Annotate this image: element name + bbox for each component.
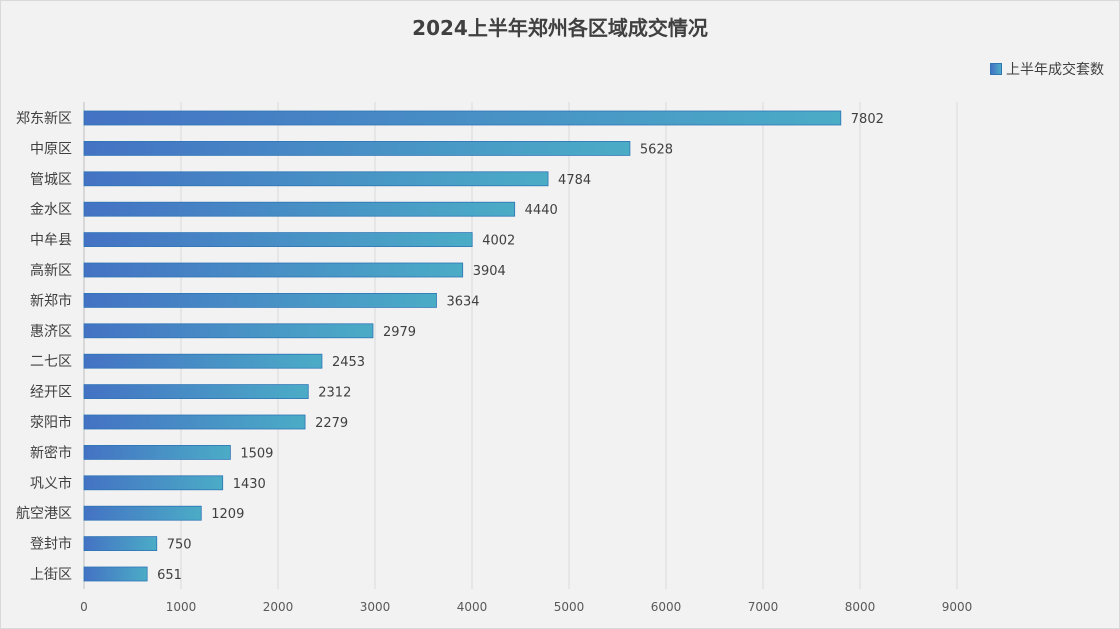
labels: 0 1000 2000 3000 4000 5000 6000 7000 8000 9000 郑东新… xyxy=(16,111,972,614)
bar xyxy=(83,201,516,217)
data-label: 750 xyxy=(167,538,192,553)
category-label: 新郑市 xyxy=(30,292,72,309)
legend-label: 上半年成交套数 xyxy=(1006,62,1104,78)
bar xyxy=(83,536,158,551)
category-label: 惠济区 xyxy=(30,324,72,340)
bar xyxy=(83,262,464,278)
bar xyxy=(83,444,231,460)
x-tick-label: 6000 xyxy=(651,600,682,614)
chart-title: 2024上半年郑州各区域成交情况 xyxy=(412,16,708,40)
data-label: 4440 xyxy=(525,203,558,218)
legend: 上半年成交套数 xyxy=(990,59,1104,79)
x-tick-label: 5000 xyxy=(554,600,585,614)
data-label: 651 xyxy=(157,568,182,583)
x-tick-label: 3000 xyxy=(360,600,391,614)
category-label: 巩义市 xyxy=(30,475,72,492)
bars xyxy=(83,110,842,582)
data-label: 1209 xyxy=(211,507,244,522)
x-tick-label: 8000 xyxy=(845,600,876,614)
bar xyxy=(83,384,309,400)
x-tick-label: 2000 xyxy=(263,600,294,614)
x-tick-label: 7000 xyxy=(748,600,779,614)
category-label: 荥阳市 xyxy=(30,414,72,431)
bar xyxy=(83,110,842,126)
data-label: 2312 xyxy=(318,386,351,401)
category-label: 航空港区 xyxy=(16,506,72,522)
bar xyxy=(83,232,473,248)
data-label: 2279 xyxy=(315,416,348,431)
data-label: 1430 xyxy=(233,477,266,492)
bar xyxy=(83,292,437,308)
category-label: 郑东新区 xyxy=(16,111,72,127)
data-label: 4784 xyxy=(558,173,591,188)
category-label: 登封市 xyxy=(30,536,72,553)
category-label: 金水区 xyxy=(30,202,72,218)
bar xyxy=(83,414,306,430)
category-label: 新密市 xyxy=(30,444,72,461)
x-tick-label: 4000 xyxy=(457,600,488,614)
category-label: 上街区 xyxy=(30,567,72,583)
x-tick-label: 0 xyxy=(80,600,88,614)
data-label: 1509 xyxy=(240,446,273,461)
data-label: 4002 xyxy=(482,234,515,249)
bar xyxy=(83,475,224,491)
bar xyxy=(83,505,202,521)
x-tick-label: 1000 xyxy=(166,600,197,614)
bar xyxy=(83,140,631,156)
category-label: 经开区 xyxy=(30,385,72,401)
bar xyxy=(83,353,323,369)
category-label: 高新区 xyxy=(30,262,72,279)
data-label: 5628 xyxy=(640,142,673,157)
bar xyxy=(83,566,148,582)
data-label: 3904 xyxy=(473,264,506,279)
bar xyxy=(83,171,549,187)
data-label: 7802 xyxy=(851,112,884,127)
category-label: 二七区 xyxy=(30,354,72,370)
category-label: 中原区 xyxy=(30,141,72,157)
bar xyxy=(83,323,374,339)
data-label: 2979 xyxy=(383,325,416,340)
data-label: 3634 xyxy=(446,294,479,309)
category-label: 中牟县 xyxy=(30,233,72,249)
category-label: 管城区 xyxy=(30,172,72,188)
legend-swatch xyxy=(990,63,1002,75)
x-tick-label: 9000 xyxy=(942,600,973,614)
data-label: 2453 xyxy=(332,355,365,370)
